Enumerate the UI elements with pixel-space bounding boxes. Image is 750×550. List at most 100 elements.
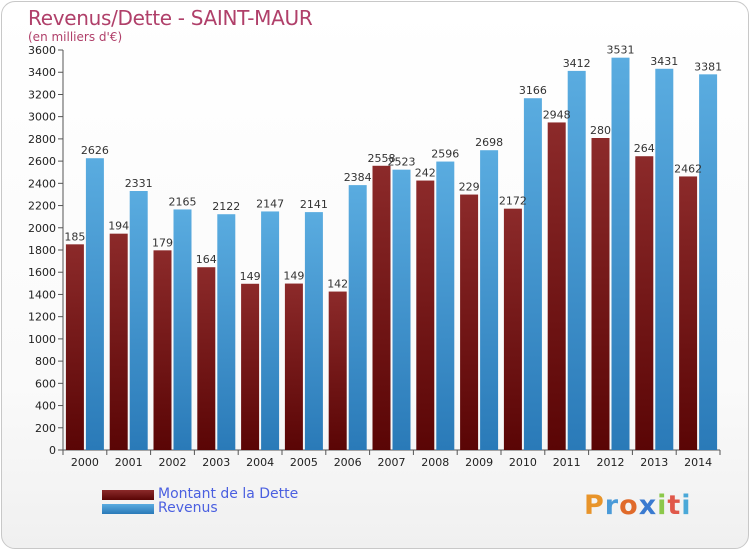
x-tick-label: 2002 [159,456,187,469]
y-tick-label: 3000 [28,111,56,124]
legend-label-revenue: Revenus [158,500,218,516]
bar-debt [679,176,698,450]
y-tick-label: 800 [35,355,56,368]
y-tick-label: 1800 [28,244,56,257]
x-tick-label: 2011 [553,456,581,469]
data-label-debt: 142 [327,278,348,291]
y-tick-label: 1400 [28,288,56,301]
data-label-revenue: 3166 [519,84,547,97]
bar-debt [547,122,566,450]
data-label-debt: 149 [283,270,304,283]
bar-revenue [699,74,718,450]
bar-debt [197,267,216,450]
bar-debt [372,165,391,450]
data-label-debt: 179 [152,236,173,249]
logo-letter: r [604,490,620,521]
data-label-revenue: 2698 [475,136,503,149]
data-label-debt: 185 [64,230,85,243]
bar-revenue [261,211,280,450]
data-label-debt: 2462 [674,162,702,175]
data-label-debt: 242 [415,167,436,180]
logo-letter: t [667,490,682,521]
data-label-revenue: 2147 [256,197,284,210]
data-label-debt: 194 [108,220,129,233]
legend-swatch-revenue [102,504,154,514]
logo-letter: i [657,490,668,521]
y-tick-label: 3200 [28,88,56,101]
logo-letter: i [681,490,692,521]
legend-label-debt: Montant de la Dette [158,486,299,502]
data-label-debt: 280 [590,124,611,137]
data-label-debt: 149 [240,270,261,283]
bar-revenue [217,214,236,450]
bar-debt [635,156,654,450]
bar-revenue [436,161,455,451]
y-tick-label: 2400 [28,177,56,190]
bar-debt [503,208,522,450]
bar-revenue [655,68,674,451]
bar-debt [591,138,610,450]
x-tick-label: 2003 [202,456,230,469]
chart-title: Revenus/Dette - SAINT-MAUR [28,6,313,30]
x-tick-label: 2012 [597,456,625,469]
data-label-revenue: 2523 [388,156,416,169]
x-tick-label: 2006 [334,456,362,469]
bar-revenue [173,209,192,450]
bar-revenue [348,185,367,450]
x-tick-label: 2009 [465,456,493,469]
bar-revenue [567,70,586,450]
legend-swatch-debt [102,490,154,500]
bar-revenue [480,150,499,450]
bar-revenue [611,57,630,451]
x-tick-label: 2008 [421,456,449,469]
data-label-revenue: 2384 [344,171,372,184]
data-label-debt: 229 [459,181,480,194]
bar-debt [109,233,128,450]
logo-letter: o [619,490,639,521]
data-label-debt: 264 [634,142,655,155]
data-label-revenue: 2331 [125,177,153,190]
x-tick-label: 2004 [246,456,274,469]
data-label-debt: 2948 [543,108,571,121]
y-tick-label: 600 [35,377,56,390]
data-label-revenue: 2626 [81,144,109,157]
y-tick-label: 2800 [28,133,56,146]
chart-subtitle: (en milliers d'€) [28,30,123,44]
y-tick-label: 1200 [28,311,56,324]
y-tick-label: 1600 [28,266,56,279]
data-label-revenue: 3431 [650,55,678,68]
bar-debt [460,194,479,450]
data-label-revenue: 2165 [169,195,197,208]
y-tick-label: 2600 [28,155,56,168]
x-tick-label: 2000 [71,456,99,469]
bar-revenue [304,212,323,450]
y-tick-label: 2000 [28,222,56,235]
proxiti-logo: Proxiti [584,490,692,521]
bar-revenue [129,191,148,450]
y-tick-label: 1000 [28,333,56,346]
bar-revenue [85,158,104,450]
data-label-revenue: 3531 [607,44,635,57]
y-tick-label: 2200 [28,200,56,213]
x-tick-label: 2007 [378,456,406,469]
logo-letter: x [638,490,658,521]
bar-debt [153,250,172,450]
y-tick-label: 0 [49,444,56,457]
y-tick-label: 200 [35,422,56,435]
logo-letter: P [584,490,605,521]
bar-debt [416,180,435,451]
data-label-revenue: 2596 [431,148,459,161]
x-tick-label: 2005 [290,456,318,469]
y-tick-label: 3600 [28,44,56,57]
x-tick-label: 2014 [684,456,712,469]
bar-debt [241,283,260,450]
bar-revenue [523,98,542,450]
x-tick-label: 2010 [509,456,537,469]
data-label-debt: 2558 [368,152,396,165]
y-tick-label: 400 [35,400,56,413]
data-label-revenue: 2141 [300,198,328,211]
bar-revenue [392,169,411,450]
data-label-debt: 2172 [499,195,527,208]
